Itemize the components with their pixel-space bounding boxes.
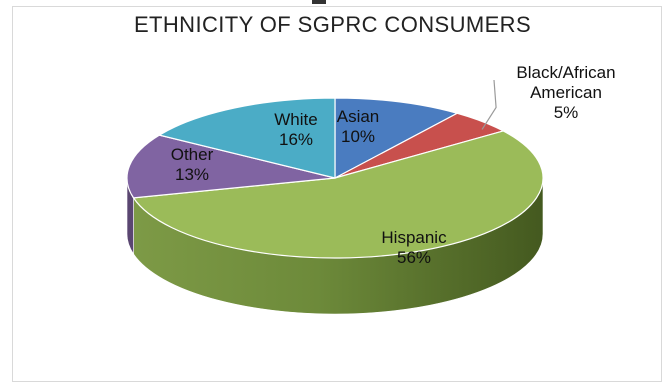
slice-label-text: Black/African [516, 63, 615, 82]
slice-value-text: 16% [279, 130, 313, 149]
slice-value-text: 10% [341, 127, 375, 146]
slice-label-text: White [274, 110, 317, 129]
slice-label-text: Asian [337, 107, 380, 126]
slice-value-text: 5% [554, 103, 579, 122]
slice-value-text: 56% [397, 248, 431, 267]
slice-label-text: Hispanic [381, 228, 447, 247]
slice-value-text: 13% [175, 165, 209, 184]
slice-label-text: Other [171, 145, 214, 164]
slice-label-text: American [530, 83, 602, 102]
